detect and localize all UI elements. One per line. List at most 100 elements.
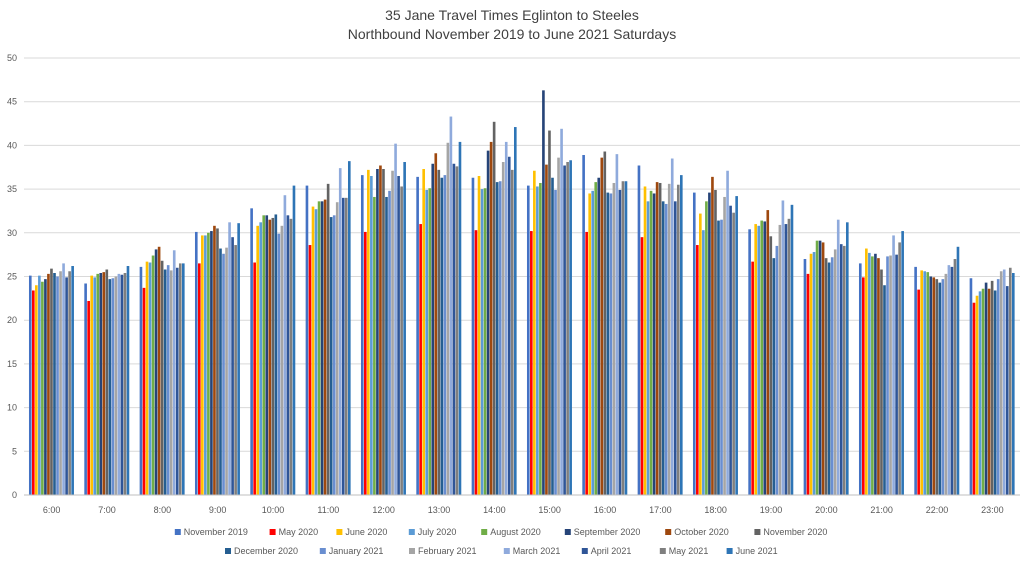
bar [845, 222, 849, 495]
bar [661, 201, 665, 495]
bar [440, 177, 444, 495]
bar [836, 219, 840, 495]
x-tick-label: 14:00 [483, 505, 506, 515]
bar [204, 235, 207, 495]
bar [347, 161, 351, 495]
bar [539, 182, 542, 495]
bar [341, 197, 345, 495]
bar [489, 141, 493, 496]
x-tick-label: 21:00 [870, 505, 893, 515]
bar [827, 262, 831, 495]
bar [990, 280, 994, 495]
legend-swatch [225, 548, 231, 554]
bar [198, 263, 201, 495]
bar [582, 155, 585, 495]
legend-swatch [408, 529, 415, 535]
bar [569, 160, 572, 495]
bar [419, 224, 422, 495]
y-tick-label: 20 [7, 315, 17, 325]
bar [56, 276, 59, 495]
bar [93, 277, 97, 495]
bar [818, 240, 822, 495]
bar [865, 248, 868, 495]
x-tick-label: 18:00 [704, 505, 727, 515]
bar [732, 212, 735, 495]
bar [452, 163, 456, 495]
bar [38, 275, 41, 495]
bar [335, 202, 339, 495]
bar [394, 143, 397, 496]
legend-swatch [581, 548, 588, 554]
bar [265, 215, 269, 495]
bar [676, 184, 680, 496]
bar [84, 283, 87, 495]
bar [594, 182, 598, 495]
y-tick-label: 30 [7, 228, 17, 238]
x-tick-label: 13:00 [428, 505, 451, 515]
bar [726, 170, 729, 495]
bar [953, 259, 957, 495]
bar [551, 177, 554, 495]
bar [996, 279, 1000, 495]
bar [871, 256, 874, 495]
bar [332, 215, 336, 495]
bar [612, 182, 616, 495]
bar [32, 290, 35, 495]
bar [883, 285, 886, 495]
bar [262, 215, 266, 495]
bar [621, 181, 625, 495]
bar [830, 257, 834, 495]
bar [609, 193, 613, 495]
bar [105, 269, 109, 495]
bar [382, 168, 385, 496]
bar [501, 162, 505, 496]
bar [250, 208, 253, 495]
bar [477, 175, 481, 496]
bar [425, 189, 429, 495]
bar [373, 196, 376, 495]
bar [711, 176, 714, 495]
bar [376, 168, 379, 496]
bar [975, 295, 979, 495]
bar [71, 266, 74, 495]
bar [778, 224, 782, 495]
bar [256, 225, 259, 496]
bar [114, 276, 118, 495]
bar [326, 183, 330, 495]
bar [530, 231, 533, 495]
legend-label: October 2020 [674, 527, 729, 537]
bar [360, 175, 364, 495]
bar [858, 263, 862, 495]
bar [901, 231, 904, 495]
bar [443, 175, 447, 495]
bar [603, 151, 607, 495]
bar [154, 249, 158, 495]
bar [833, 249, 837, 495]
bar [557, 157, 560, 496]
bar [222, 253, 225, 495]
bar [385, 196, 388, 495]
bar [729, 205, 732, 495]
legend-label: December 2020 [234, 546, 298, 556]
bar [956, 246, 960, 495]
bar [892, 235, 895, 495]
bar [914, 266, 917, 495]
bar [50, 268, 53, 495]
bar [714, 189, 717, 495]
legend-swatch [659, 548, 666, 554]
bar [929, 276, 933, 495]
y-tick-label: 35 [7, 184, 17, 194]
bar [286, 215, 290, 495]
x-tick-label: 10:00 [262, 505, 285, 515]
bar [640, 237, 644, 496]
legend-swatch [336, 529, 343, 535]
bar [471, 177, 475, 495]
x-tick-label: 22:00 [926, 505, 949, 515]
bar [652, 193, 656, 495]
x-tick-label: 15:00 [538, 505, 561, 515]
bar [999, 271, 1003, 495]
bar [790, 204, 794, 495]
bar [763, 221, 767, 496]
bar [388, 190, 391, 495]
